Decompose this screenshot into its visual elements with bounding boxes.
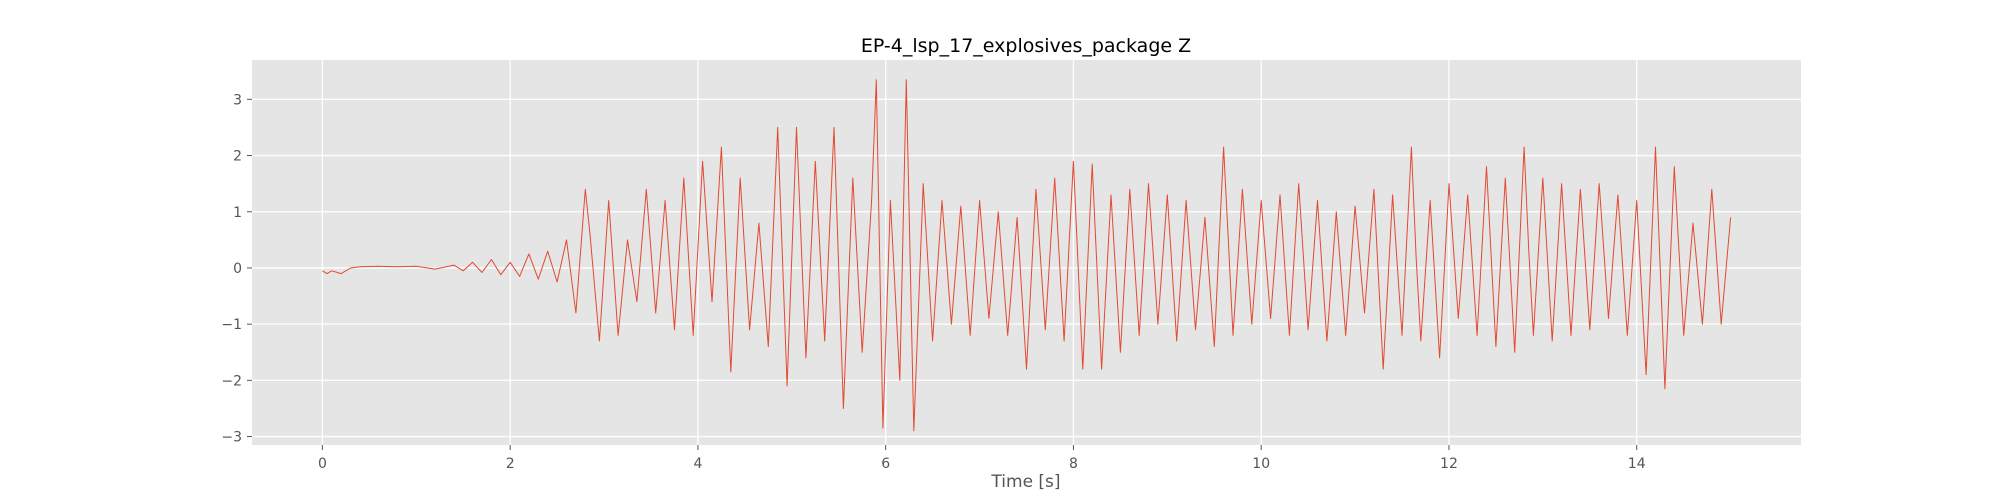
- x-axis-label: Time [s]: [990, 472, 1060, 492]
- y-tick-label: 2: [233, 149, 242, 165]
- y-tick-label: −2: [221, 373, 242, 389]
- y-tick-label: 1: [233, 205, 242, 221]
- y-tick-label: −3: [221, 430, 242, 446]
- x-tick-label: 2: [506, 456, 515, 472]
- y-tick-label: −1: [221, 317, 242, 333]
- series-group: [322, 79, 1732, 432]
- series-line: [322, 79, 1732, 432]
- x-tick-label: 0: [318, 456, 327, 472]
- grid-lines: [252, 60, 1801, 445]
- x-tick-label: 4: [693, 456, 702, 472]
- y-tick-label: 0: [233, 261, 242, 277]
- y-tick-label: 3: [233, 92, 242, 108]
- x-tick-label: 14: [1628, 456, 1646, 472]
- x-tick-label: 6: [881, 456, 890, 472]
- chart-title: EP-4_lsp_17_explosives_package Z: [861, 35, 1191, 57]
- x-tick-label: 12: [1440, 456, 1458, 472]
- x-tick-label: 10: [1252, 456, 1270, 472]
- plot-area: [252, 60, 1801, 445]
- x-tick-label: 8: [1069, 456, 1078, 472]
